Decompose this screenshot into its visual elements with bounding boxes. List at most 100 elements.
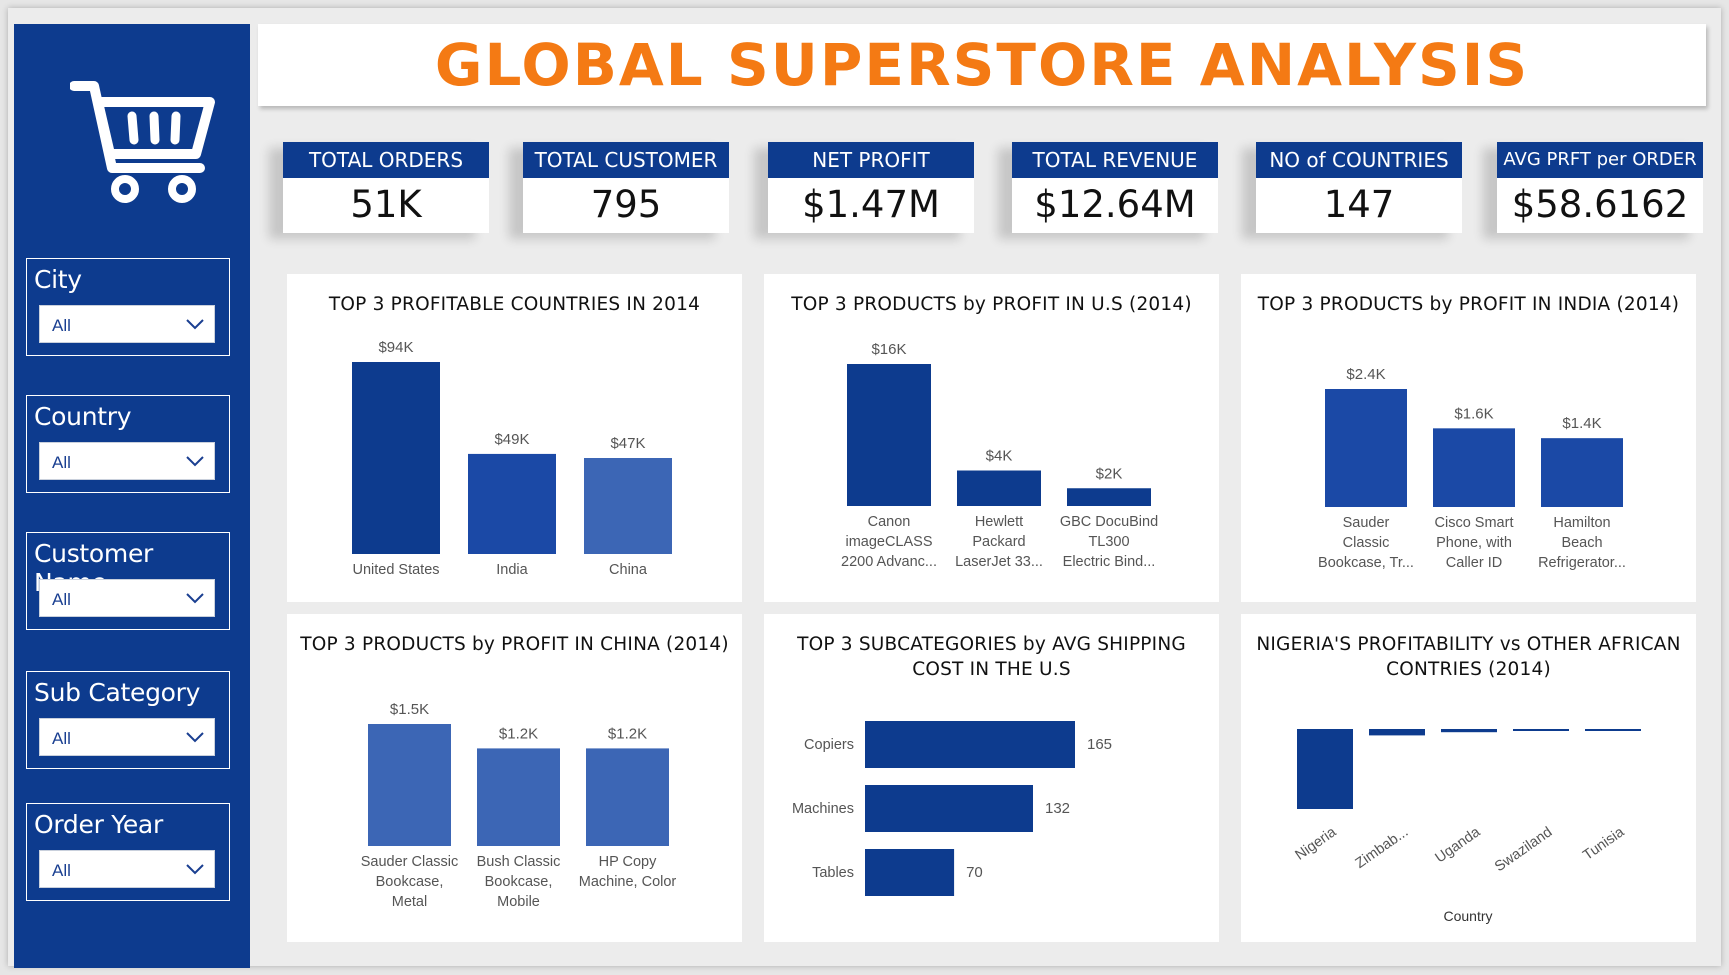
category-label: Cisco Smart (1435, 515, 1514, 531)
category-label: imageCLASS (845, 534, 932, 550)
data-label: $47K (610, 435, 645, 452)
category-label: Swaziland (1492, 824, 1555, 875)
category-label: Canon (868, 514, 911, 530)
bar-1[interactable] (468, 453, 556, 554)
customer-name-dropdown[interactable]: All (39, 579, 215, 617)
chart-title: TOP 3 PRODUCTS by PROFIT IN CHINA (2014) (300, 634, 729, 655)
chart-panel-top-products-china: TOP 3 PRODUCTS by PROFIT IN CHINA (2014)… (287, 614, 742, 942)
data-label: $16K (871, 341, 906, 358)
data-label: 165 (1087, 736, 1112, 753)
bar-2[interactable] (584, 458, 672, 554)
bar-1[interactable] (865, 785, 1033, 832)
category-label: GBC DocuBind (1060, 514, 1158, 530)
kpi-label: TOTAL REVENUE (1012, 142, 1218, 178)
city-dropdown[interactable]: All (39, 305, 215, 343)
category-label: Bookcase, Tr... (1318, 555, 1414, 571)
x-axis-label: Country (1443, 908, 1492, 924)
chevron-down-icon (186, 862, 204, 880)
bar-2[interactable] (586, 748, 669, 846)
category-label: Hewlett (975, 514, 1023, 530)
dropdown-value: All (52, 453, 71, 472)
category-label: India (496, 562, 528, 578)
data-label: $4K (986, 448, 1013, 465)
kpi-label: NO of COUNTRIES (1256, 142, 1462, 178)
chart-top-countries: $94K United States $49K India $47K China (352, 339, 672, 578)
shopping-cart-icon (69, 76, 216, 211)
chart-top-products-us: $16K Canon imageCLASS 2200 Advanc... $4K Hewl… (841, 341, 1158, 570)
kpi-card-net-profit: NET PROFIT $1.47M (768, 142, 974, 233)
chevron-down-icon (186, 317, 204, 335)
sidebar (14, 24, 250, 968)
category-label: Tables (812, 865, 854, 881)
slicer-country: Country All (26, 395, 230, 493)
chart-title: TOP 3 PRODUCTS by PROFIT IN U.S (2014) (791, 294, 1192, 315)
sub-category-dropdown[interactable]: All (39, 718, 215, 756)
dropdown-value: All (52, 590, 71, 609)
bar-0[interactable] (1297, 729, 1353, 809)
dropdown-value: All (52, 729, 71, 748)
category-label: Sauder (1343, 515, 1390, 531)
order-year-dropdown[interactable]: All (39, 850, 215, 888)
bar-1[interactable] (1369, 729, 1425, 736)
category-label: Packard (972, 534, 1025, 550)
data-label: 70 (966, 864, 983, 881)
kpi-value: $12.64M (1034, 183, 1196, 226)
bar-2[interactable] (865, 849, 955, 896)
slicer-order-year: Order Year All (26, 803, 230, 901)
category-label: TL300 (1088, 534, 1129, 550)
bar-0[interactable] (865, 721, 1075, 768)
kpi-value: 795 (590, 183, 662, 226)
bar-2[interactable] (1441, 729, 1497, 733)
kpi-label: NET PROFIT (768, 142, 974, 178)
category-label: China (609, 562, 648, 578)
bar-1[interactable] (957, 470, 1041, 507)
chart-title: TOP 3 PROFITABLE COUNTRIES IN 2014 (328, 294, 701, 315)
category-label: Refrigerator... (1538, 555, 1626, 571)
chevron-down-icon (186, 730, 204, 748)
category-label: Tunisia (1580, 824, 1628, 864)
chart-panel-top-subcategories-shipping: TOP 3 SUBCATEGORIES by AVG SHIPPING COST… (764, 614, 1219, 942)
bar-0[interactable] (352, 362, 440, 554)
category-label: Beach (1561, 535, 1602, 551)
data-label: $1.2K (499, 725, 538, 742)
chart-title: TOP 3 PRODUCTS by PROFIT IN INDIA (2014) (1257, 294, 1680, 315)
bar-0[interactable] (368, 724, 451, 846)
data-label: $49K (494, 431, 529, 448)
bar-2[interactable] (1541, 438, 1623, 507)
chevron-down-icon (186, 591, 204, 609)
chart-title: TOP 3 SUBCATEGORIES by AVG SHIPPING COST… (797, 634, 1186, 680)
bar-4[interactable] (1585, 729, 1641, 731)
category-label: Sauder Classic (361, 854, 459, 870)
category-label: LaserJet 33... (955, 554, 1043, 570)
bar-0[interactable] (1325, 389, 1407, 507)
category-label: HP Copy (599, 854, 658, 870)
category-label: Electric Bind... (1063, 554, 1156, 570)
chart-panel-top-products-us: TOP 3 PRODUCTS by PROFIT IN U.S (2014) $1… (764, 274, 1219, 602)
data-label: $1.5K (390, 701, 429, 718)
category-label: Metal (392, 894, 427, 910)
slicer-sub-category: Sub Category All (26, 671, 230, 769)
chart-panel-top-countries: TOP 3 PROFITABLE COUNTRIES IN 2014 $94K Un… (287, 274, 742, 602)
kpi-card-total-orders: TOTAL ORDERS 51K (283, 142, 489, 233)
bar-0[interactable] (847, 364, 931, 506)
kpi-value: $1.47M (802, 183, 940, 226)
country-dropdown[interactable]: All (39, 442, 215, 480)
bar-1[interactable] (477, 748, 560, 846)
category-label: Bookcase, (485, 874, 553, 890)
chart-title: NIGERIA'S PROFITABILITY vs OTHER AFRICAN… (1256, 634, 1681, 680)
bar-1[interactable] (1433, 428, 1515, 507)
data-label: $2.4K (1346, 366, 1385, 383)
slicer-label: City (34, 265, 82, 294)
bar-2[interactable] (1067, 488, 1151, 506)
category-label: Machines (792, 801, 854, 817)
bar-3[interactable] (1513, 729, 1569, 731)
chart-top-subcategories-shipping: Copiers 165 Machines 132 Tables 70 (792, 721, 1112, 896)
chevron-down-icon (186, 454, 204, 472)
kpi-value: 51K (350, 183, 422, 226)
slicer-label: Sub Category (34, 678, 201, 707)
category-label: Nigeria (1292, 824, 1340, 864)
kpi-card-total-customer: TOTAL CUSTOMER 795 (523, 142, 729, 233)
kpi-value: $58.6162 (1511, 183, 1689, 226)
chart-panel-top-products-india: TOP 3 PRODUCTS by PROFIT IN INDIA (2014)… (1241, 274, 1696, 602)
